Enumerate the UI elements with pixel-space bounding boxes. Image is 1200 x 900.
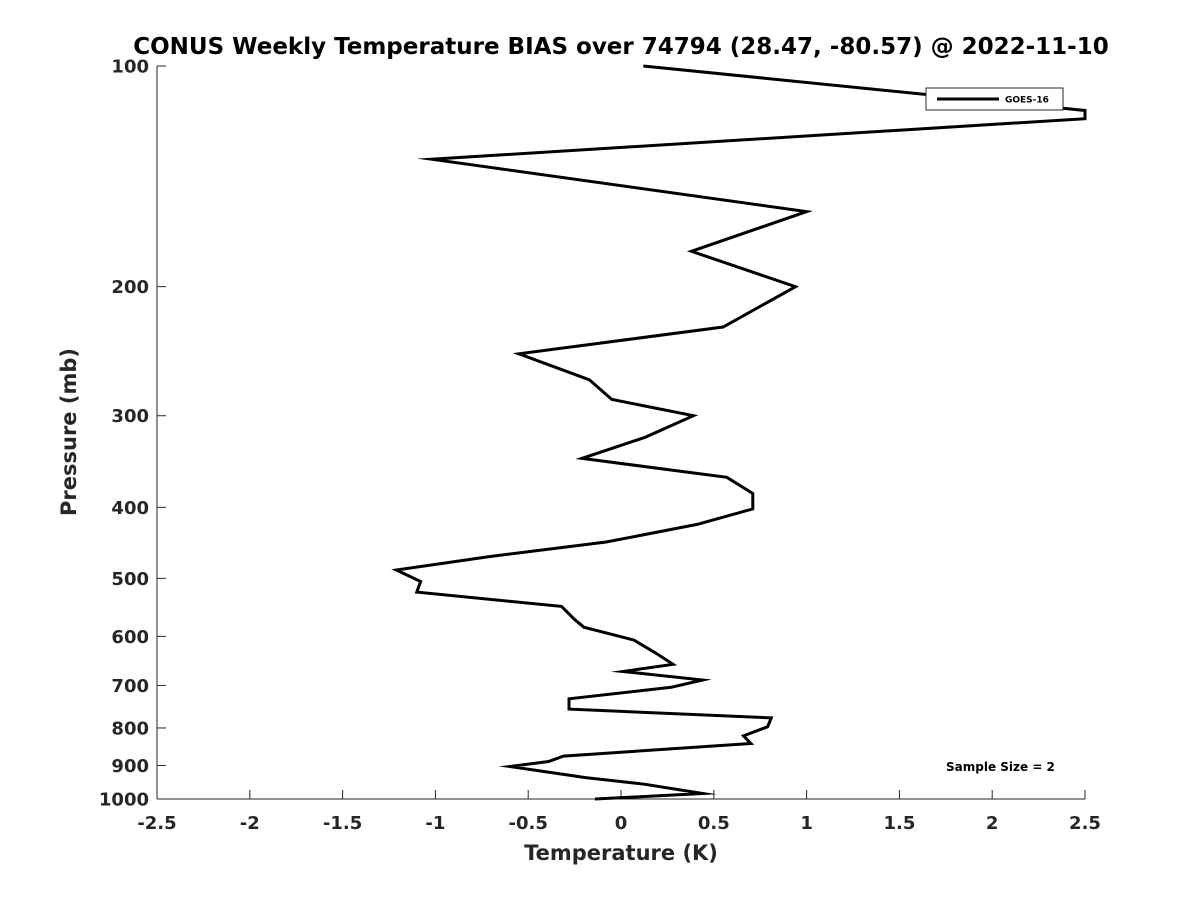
y-tick-label: 700	[111, 676, 149, 697]
axes: -2.5 -2 -1.5 -1 -0.5 0 0.5 1 1.5 2 2.5 100 200 300 400…	[99, 57, 1101, 835]
chart-title: CONUS Weekly Temperature BIAS over 74794…	[133, 34, 1108, 60]
x-tick-label: -2	[240, 813, 260, 834]
y-tick-label: 300	[111, 406, 149, 427]
y-tick-label: 500	[111, 569, 149, 590]
legend: GOES-16	[925, 87, 1064, 111]
legend-label: GOES-16	[1005, 96, 1049, 106]
y-tick-label: 600	[111, 627, 149, 648]
x-tick-label: -2.5	[137, 813, 176, 834]
x-tick-label: -0.5	[509, 813, 548, 834]
x-axis-label: Temperature (K)	[524, 841, 718, 865]
x-tick-label: 2	[986, 813, 999, 834]
x-tick-label: 0.5	[698, 813, 730, 834]
y-tick-label: 900	[111, 756, 149, 777]
y-axis-label: Pressure (mb)	[57, 348, 81, 516]
y-tick-label: 100	[111, 57, 149, 78]
series-line-goes-16	[391, 64, 1087, 801]
x-tick-label: 1	[800, 813, 813, 834]
x-tick-label: -1	[425, 813, 445, 834]
y-tick-label: 800	[111, 718, 149, 739]
x-tick-label: 2.5	[1069, 813, 1101, 834]
x-tick-label: 1.5	[883, 813, 915, 834]
x-tick-label: -1.5	[323, 813, 362, 834]
y-tick-label: 1000	[99, 790, 149, 811]
sample-size-annotation: Sample Size = 2	[946, 760, 1055, 774]
x-tick-label: 0	[615, 813, 628, 834]
series-layer	[391, 64, 1087, 801]
y-tick-label: 400	[111, 498, 149, 519]
y-tick-label: 200	[111, 277, 149, 298]
